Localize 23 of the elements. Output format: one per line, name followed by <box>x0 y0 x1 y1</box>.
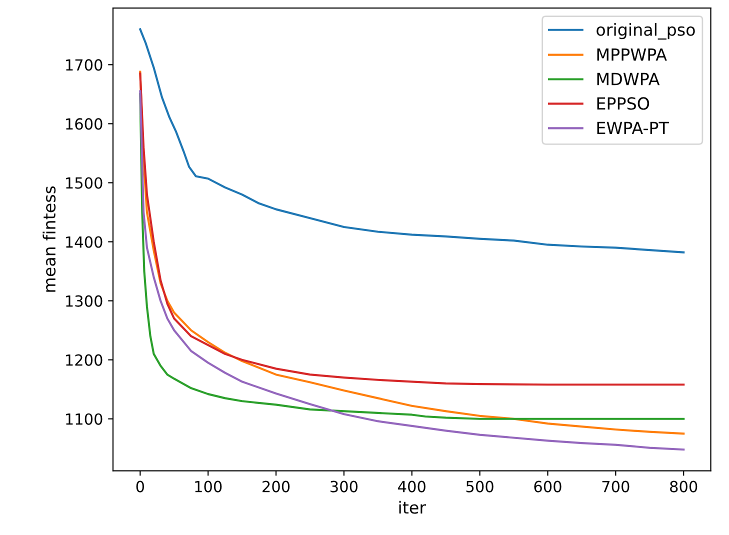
x-tick-label: 300 <box>330 480 358 492</box>
legend-label: original_pso <box>596 23 695 40</box>
y-axis-title: mean fintess <box>42 186 56 292</box>
y-tick-label: 1600 <box>66 118 102 130</box>
x-tick-label: 600 <box>534 480 562 492</box>
legend-label: MDWPA <box>597 72 660 86</box>
x-tick-label: 0 <box>136 480 144 492</box>
x-tick-label: 700 <box>602 480 630 492</box>
legend-label: EPPSO <box>597 97 650 110</box>
x-tick-label: 400 <box>398 480 426 492</box>
y-tick-label: 1300 <box>66 295 102 307</box>
y-tick-label: 1400 <box>66 236 102 248</box>
y-tick-label: 1700 <box>66 59 102 71</box>
x-tick-label: 800 <box>670 480 698 492</box>
y-tick-label: 1200 <box>66 354 102 366</box>
legend-label: MPPWPA <box>597 48 667 61</box>
legend-label: EWPA-PT <box>597 122 669 134</box>
y-tick-label: 1100 <box>66 413 102 425</box>
x-tick-label: 500 <box>466 480 494 492</box>
x-axis-title: iter <box>399 500 426 514</box>
x-tick-label: 100 <box>195 480 222 492</box>
x-tick-label: 200 <box>262 480 290 492</box>
y-tick-label: 1500 <box>66 177 102 189</box>
